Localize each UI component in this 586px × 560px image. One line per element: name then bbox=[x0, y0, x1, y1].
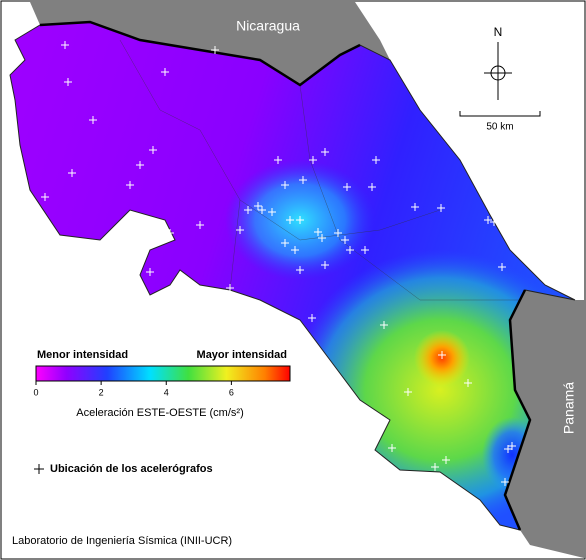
station-marker bbox=[254, 202, 262, 210]
station-marker bbox=[498, 263, 506, 271]
station-marker bbox=[161, 68, 169, 76]
colorbar-tick-label: 4 bbox=[164, 387, 169, 397]
border bbox=[39, 20, 361, 87]
credit: Laboratorio de Ingeniería Sísmica (INII-… bbox=[12, 535, 232, 547]
scale-bar bbox=[459, 111, 541, 117]
station-marker bbox=[68, 169, 76, 177]
station-marker bbox=[299, 176, 307, 184]
station-marker bbox=[442, 456, 450, 464]
legend-box bbox=[30, 344, 296, 426]
station-marker bbox=[61, 41, 69, 49]
station-marker bbox=[411, 203, 419, 211]
scale-label: 50 km bbox=[486, 122, 513, 133]
station-marker bbox=[226, 284, 234, 292]
station-marker bbox=[318, 234, 326, 242]
station-marker bbox=[334, 229, 342, 237]
station-marker bbox=[149, 146, 157, 154]
legend-symbol bbox=[34, 464, 44, 474]
station-marker bbox=[281, 239, 289, 247]
station-marker bbox=[296, 266, 304, 274]
legend-label: Ubicación de los acelerógrafos bbox=[50, 463, 213, 475]
station-marker bbox=[484, 216, 492, 224]
station-marker bbox=[438, 351, 446, 359]
panama-land bbox=[505, 290, 584, 558]
station-marker bbox=[361, 246, 369, 254]
station-marker bbox=[274, 156, 282, 164]
station-marker bbox=[244, 206, 252, 214]
station-marker bbox=[321, 261, 329, 269]
country-label: Panamá bbox=[561, 382, 577, 434]
stations bbox=[41, 41, 516, 486]
station-marker bbox=[126, 181, 134, 189]
nicaragua-land bbox=[30, 2, 390, 85]
station-marker bbox=[89, 116, 97, 124]
station-marker bbox=[136, 161, 144, 169]
station-marker bbox=[388, 444, 396, 452]
station-marker bbox=[431, 463, 439, 471]
station-marker bbox=[437, 204, 445, 212]
station-marker bbox=[368, 183, 376, 191]
colorbar-tick-label: 2 bbox=[99, 387, 104, 397]
station-marker bbox=[341, 236, 349, 244]
colorbar bbox=[35, 365, 291, 382]
colorbar-min-label: Menor intensidad bbox=[37, 349, 128, 361]
station-marker bbox=[296, 216, 304, 224]
station-marker bbox=[81, 239, 89, 247]
border bbox=[503, 289, 532, 531]
station-marker bbox=[464, 379, 472, 387]
station-marker bbox=[64, 78, 72, 86]
station-marker bbox=[211, 46, 219, 54]
country-label: Nicaragua bbox=[236, 18, 300, 34]
station-marker bbox=[372, 156, 380, 164]
station-marker bbox=[504, 445, 512, 453]
station-marker bbox=[281, 181, 289, 189]
colorbar-max-label: Mayor intensidad bbox=[197, 349, 287, 361]
station-marker bbox=[258, 206, 266, 214]
station-marker bbox=[286, 216, 294, 224]
station-marker bbox=[308, 314, 316, 322]
station-marker bbox=[490, 218, 498, 226]
station-marker bbox=[146, 268, 154, 276]
colorbar-tick-label: 6 bbox=[229, 387, 234, 397]
station-marker bbox=[236, 226, 244, 234]
north-label: N bbox=[494, 25, 503, 39]
station-marker bbox=[380, 321, 388, 329]
colorbar-tick-label: 0 bbox=[33, 387, 38, 397]
station-marker bbox=[41, 193, 49, 201]
station-marker bbox=[196, 221, 204, 229]
north-arrow bbox=[484, 42, 512, 100]
station-marker bbox=[343, 183, 351, 191]
colorbar-title: Aceleración ESTE-OESTE (cm/s²) bbox=[76, 407, 243, 419]
station-marker bbox=[166, 229, 174, 237]
station-marker bbox=[291, 246, 299, 254]
station-marker bbox=[268, 208, 276, 216]
station-marker bbox=[314, 228, 322, 236]
station-marker bbox=[309, 156, 317, 164]
station-marker bbox=[404, 388, 412, 396]
colorbar-ticks: 0 2 4 6 bbox=[33, 381, 234, 397]
station-marker bbox=[346, 246, 354, 254]
station-marker bbox=[501, 478, 509, 486]
station-marker bbox=[321, 148, 329, 156]
